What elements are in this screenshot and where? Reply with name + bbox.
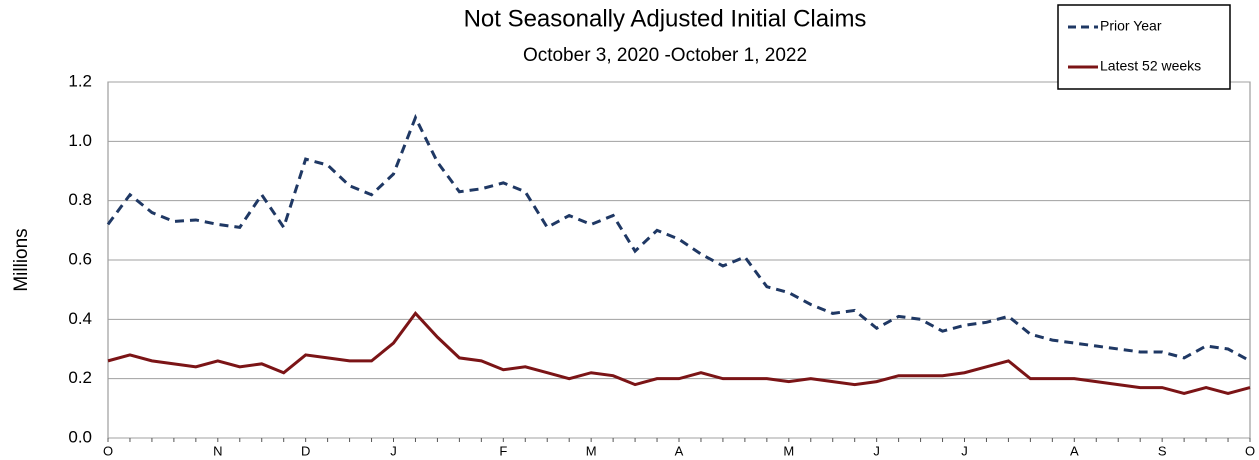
series-line bbox=[107, 311, 1251, 396]
x-tick-label: A bbox=[675, 443, 684, 458]
series-line bbox=[106, 113, 1251, 363]
x-tick-label: O bbox=[1245, 443, 1255, 458]
legend-label: Prior Year bbox=[1100, 18, 1162, 34]
y-tick-label: 0.0 bbox=[68, 427, 92, 446]
y-axis-label: Millions bbox=[11, 228, 32, 291]
x-tick-label: N bbox=[213, 443, 222, 458]
x-tick-label: J bbox=[390, 443, 397, 458]
legend-box bbox=[1057, 4, 1231, 90]
legend-label: Latest 52 weeks bbox=[1100, 58, 1201, 74]
x-tick-label: D bbox=[301, 443, 310, 458]
x-tick-label: S bbox=[1158, 443, 1167, 458]
x-tick-label: J bbox=[961, 443, 968, 458]
x-tick-label: J bbox=[873, 443, 880, 458]
x-tick-label: O bbox=[103, 443, 113, 458]
y-tick-label: 0.6 bbox=[68, 249, 92, 268]
x-tick-label: F bbox=[499, 443, 507, 458]
y-tick-label: 0.4 bbox=[68, 309, 92, 328]
x-tick-label: M bbox=[783, 443, 794, 458]
chart-title: Not Seasonally Adjusted Initial Claims bbox=[464, 5, 867, 32]
y-tick-label: 1.0 bbox=[68, 131, 92, 150]
y-tick-label: 0.8 bbox=[68, 190, 92, 209]
x-tick-label: M bbox=[586, 443, 597, 458]
x-tick-label: A bbox=[1070, 443, 1079, 458]
y-tick-label: 0.2 bbox=[68, 368, 92, 387]
y-tick-label: 1.2 bbox=[68, 71, 92, 90]
chart-subtitle: October 3, 2020 -October 1, 2022 bbox=[523, 45, 807, 66]
